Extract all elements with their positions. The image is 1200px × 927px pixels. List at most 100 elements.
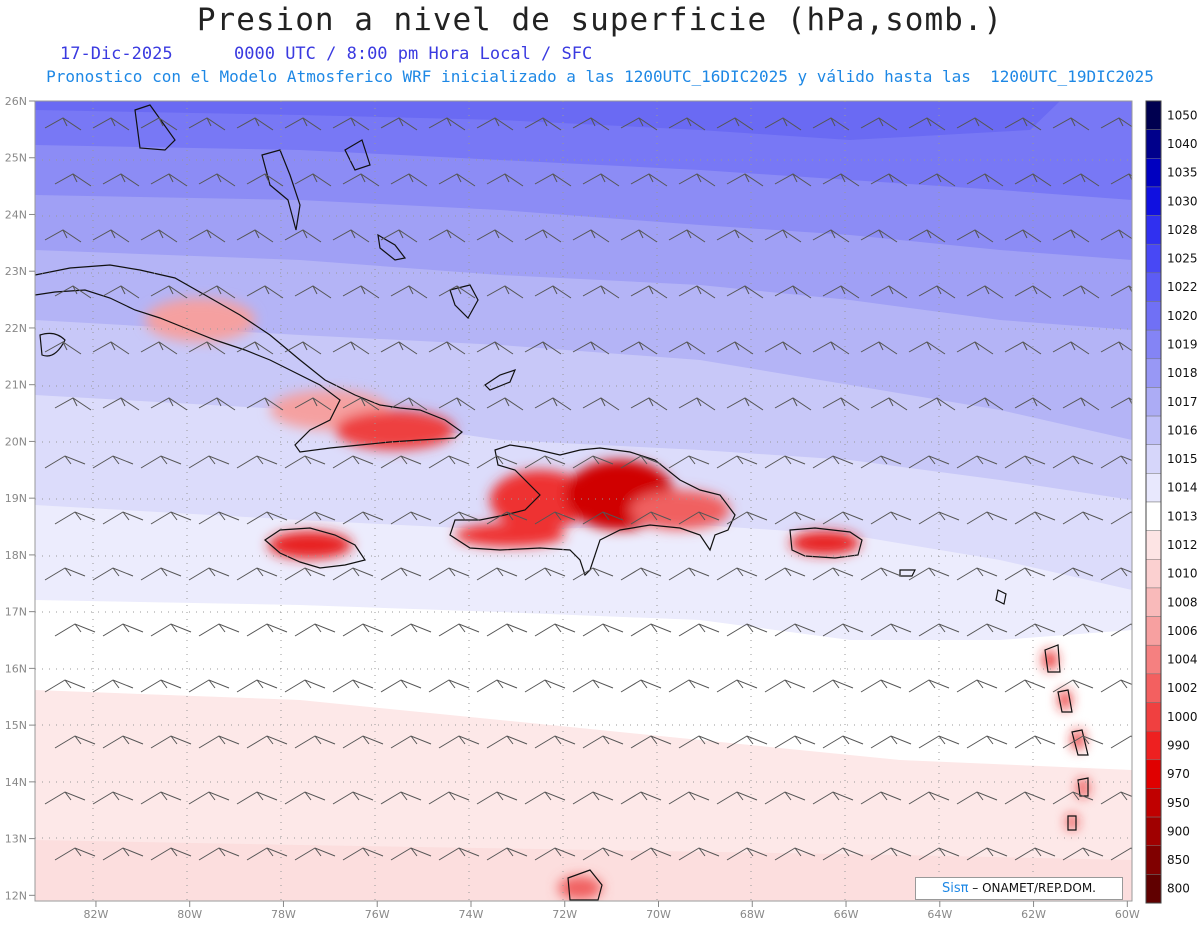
credit-text: ONAMET/REP.DOM.	[978, 881, 1096, 895]
wind-barb	[390, 511, 432, 525]
wind-barb	[860, 229, 898, 243]
wind-barb	[44, 567, 86, 581]
wind-barb	[428, 679, 470, 693]
colorbar-swatch	[1145, 616, 1162, 646]
wind-barb	[678, 735, 720, 749]
wind-barb	[716, 679, 758, 693]
lat-label: 22N	[5, 322, 27, 335]
wind-barb	[284, 229, 322, 243]
wind-barb	[236, 229, 274, 243]
latitude-labels: 26N 25N 24N 23N 22N 21N 20N 19N 18N 17N 16N 15N 14N 1…	[5, 95, 35, 902]
wind-barb	[1110, 173, 1132, 185]
wind-barb	[198, 173, 236, 187]
wind-barb	[390, 847, 432, 861]
colorbar-label: 1040	[1167, 137, 1198, 151]
wind-barb	[966, 623, 1008, 637]
wind-barb	[573, 904, 613, 916]
colorbar-label: 1030	[1167, 194, 1198, 208]
wind-barb	[1014, 397, 1052, 411]
wind-barb	[188, 229, 226, 243]
wind-barb	[332, 791, 374, 805]
wind-barb	[956, 679, 998, 693]
wind-barb	[918, 285, 956, 299]
wind-barb	[236, 341, 274, 355]
colorbar-label: 1010	[1167, 567, 1198, 581]
wind-barb	[870, 735, 912, 749]
wind-barb	[476, 567, 518, 581]
wind-barb	[1004, 117, 1042, 131]
lon-label: 64W	[927, 908, 952, 921]
wind-barb	[390, 735, 432, 749]
wind-barb	[774, 173, 812, 187]
wind-barb	[1100, 117, 1132, 129]
colorbar-frame	[1145, 100, 1162, 904]
wind-barb	[150, 847, 192, 861]
wind-barb	[726, 397, 764, 411]
wind-barb	[150, 735, 192, 749]
wind-barb	[870, 173, 908, 187]
colorbar-label: 950	[1167, 796, 1190, 810]
wind-barb	[678, 173, 716, 187]
wind-barb	[1052, 341, 1090, 355]
wind-barb	[716, 341, 754, 355]
wind-barb	[870, 511, 912, 525]
wind-barb	[140, 791, 182, 805]
wind-barb	[1110, 623, 1132, 637]
wind-barb	[918, 397, 956, 411]
wind-barb	[630, 623, 672, 637]
wind-barb	[198, 511, 240, 525]
wind-barb	[620, 679, 662, 693]
colorbar-label: 1002	[1167, 681, 1198, 695]
wind-barb	[716, 229, 754, 243]
wind-barb	[438, 285, 476, 299]
wind-barb	[1052, 791, 1094, 805]
lon-label: 60W	[1115, 908, 1140, 921]
colorbar-swatch	[1145, 788, 1162, 818]
lon-label: 66W	[834, 908, 859, 921]
graticule	[35, 101, 1132, 901]
wind-barb	[486, 623, 528, 637]
wind-barb	[380, 455, 422, 469]
lat-label: 18N	[5, 549, 27, 562]
time-label: 0000 UTC / 8:00 pm Hora Local / SFC	[234, 44, 593, 64]
wind-barb	[908, 341, 946, 355]
colorbar-label: 990	[1167, 738, 1190, 752]
lon-label: 82W	[84, 908, 109, 921]
wind-barb	[1053, 904, 1093, 916]
wind-barb	[141, 904, 181, 916]
wind-barb	[390, 173, 428, 187]
wind-barb	[1110, 847, 1132, 861]
wind-barb	[476, 679, 518, 693]
colorbar-swatch	[1145, 186, 1162, 216]
wind-barb	[870, 285, 908, 299]
forecast-info: Pronostico con el Modelo Atmosferico WRF…	[46, 67, 1154, 86]
wind-barb	[582, 735, 624, 749]
wind-barb	[284, 679, 326, 693]
wind-barb	[188, 567, 230, 581]
colorbar-label: 1035	[1167, 166, 1198, 180]
wind-barb	[380, 679, 422, 693]
wind-barb	[428, 455, 470, 469]
wind-barb	[428, 791, 470, 805]
wind-barb	[486, 511, 528, 525]
wind-barb	[284, 341, 322, 355]
lat-label: 26N	[5, 95, 27, 108]
wind-barb	[1100, 229, 1132, 241]
colorbar-swatch	[1145, 415, 1162, 445]
wind-barb	[294, 285, 332, 299]
wind-barb	[620, 341, 658, 355]
wind-barb	[486, 735, 528, 749]
wind-barb	[428, 341, 466, 355]
wind-barb	[957, 904, 997, 916]
lat-label: 16N	[5, 662, 27, 675]
wind-barb	[92, 791, 134, 805]
wind-barb	[246, 511, 288, 525]
wind-barb	[438, 511, 480, 525]
wind-barb	[822, 285, 860, 299]
colorbar-label: 1013	[1167, 509, 1198, 523]
wind-barb	[870, 623, 912, 637]
wind-barb	[92, 229, 130, 243]
wind-barb	[582, 285, 620, 299]
wind-barb	[822, 735, 864, 749]
colorbar-label: 1016	[1167, 423, 1198, 437]
